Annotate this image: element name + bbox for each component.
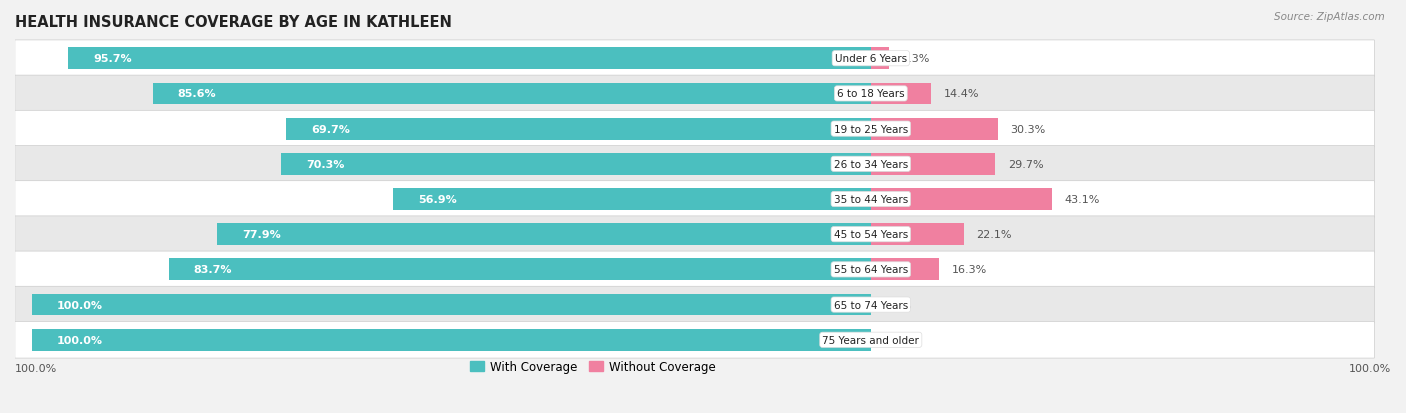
Bar bbox=[281, 154, 870, 175]
FancyBboxPatch shape bbox=[15, 322, 1375, 358]
Text: 45 to 54 Years: 45 to 54 Years bbox=[834, 230, 908, 240]
Legend: With Coverage, Without Coverage: With Coverage, Without Coverage bbox=[465, 355, 721, 378]
Bar bbox=[870, 189, 1052, 210]
FancyBboxPatch shape bbox=[15, 41, 1375, 77]
Bar bbox=[32, 294, 870, 316]
Bar bbox=[870, 83, 931, 105]
Text: Under 6 Years: Under 6 Years bbox=[835, 54, 907, 64]
Text: 6 to 18 Years: 6 to 18 Years bbox=[837, 89, 904, 99]
Text: 29.7%: 29.7% bbox=[1008, 159, 1043, 169]
Text: 77.9%: 77.9% bbox=[242, 230, 281, 240]
Bar bbox=[169, 259, 870, 280]
Text: 85.6%: 85.6% bbox=[177, 89, 217, 99]
Text: 83.7%: 83.7% bbox=[194, 265, 232, 275]
Text: 19 to 25 Years: 19 to 25 Years bbox=[834, 124, 908, 134]
Text: 56.9%: 56.9% bbox=[419, 195, 457, 204]
Text: 100.0%: 100.0% bbox=[15, 363, 58, 373]
Bar bbox=[870, 259, 939, 280]
Bar bbox=[217, 224, 870, 245]
Text: 69.7%: 69.7% bbox=[311, 124, 350, 134]
Text: 65 to 74 Years: 65 to 74 Years bbox=[834, 300, 908, 310]
Text: 35 to 44 Years: 35 to 44 Years bbox=[834, 195, 908, 204]
Text: 95.7%: 95.7% bbox=[93, 54, 132, 64]
Bar bbox=[153, 83, 870, 105]
FancyBboxPatch shape bbox=[15, 252, 1375, 288]
Text: 43.1%: 43.1% bbox=[1064, 195, 1099, 204]
Text: 100.0%: 100.0% bbox=[1348, 363, 1391, 373]
FancyBboxPatch shape bbox=[15, 287, 1375, 323]
Text: 22.1%: 22.1% bbox=[976, 230, 1011, 240]
FancyBboxPatch shape bbox=[15, 111, 1375, 147]
Text: 14.4%: 14.4% bbox=[943, 89, 980, 99]
FancyBboxPatch shape bbox=[15, 216, 1375, 253]
FancyBboxPatch shape bbox=[15, 146, 1375, 183]
Text: Source: ZipAtlas.com: Source: ZipAtlas.com bbox=[1274, 12, 1385, 22]
Bar bbox=[394, 189, 870, 210]
Bar bbox=[870, 48, 889, 70]
Bar bbox=[285, 119, 870, 140]
Bar bbox=[870, 224, 963, 245]
Text: 0.0%: 0.0% bbox=[883, 300, 911, 310]
Text: HEALTH INSURANCE COVERAGE BY AGE IN KATHLEEN: HEALTH INSURANCE COVERAGE BY AGE IN KATH… bbox=[15, 15, 451, 30]
Text: 100.0%: 100.0% bbox=[58, 300, 103, 310]
Text: 75 Years and older: 75 Years and older bbox=[823, 335, 920, 345]
FancyBboxPatch shape bbox=[15, 181, 1375, 218]
Text: 16.3%: 16.3% bbox=[952, 265, 987, 275]
Text: 0.0%: 0.0% bbox=[883, 335, 911, 345]
FancyBboxPatch shape bbox=[15, 76, 1375, 112]
Text: 100.0%: 100.0% bbox=[58, 335, 103, 345]
Text: 30.3%: 30.3% bbox=[1011, 124, 1046, 134]
Text: 55 to 64 Years: 55 to 64 Years bbox=[834, 265, 908, 275]
Text: 4.3%: 4.3% bbox=[901, 54, 929, 64]
Bar bbox=[870, 119, 998, 140]
Text: 26 to 34 Years: 26 to 34 Years bbox=[834, 159, 908, 169]
Bar bbox=[32, 329, 870, 351]
Text: 70.3%: 70.3% bbox=[307, 159, 344, 169]
Bar bbox=[67, 48, 870, 70]
Bar bbox=[870, 154, 995, 175]
